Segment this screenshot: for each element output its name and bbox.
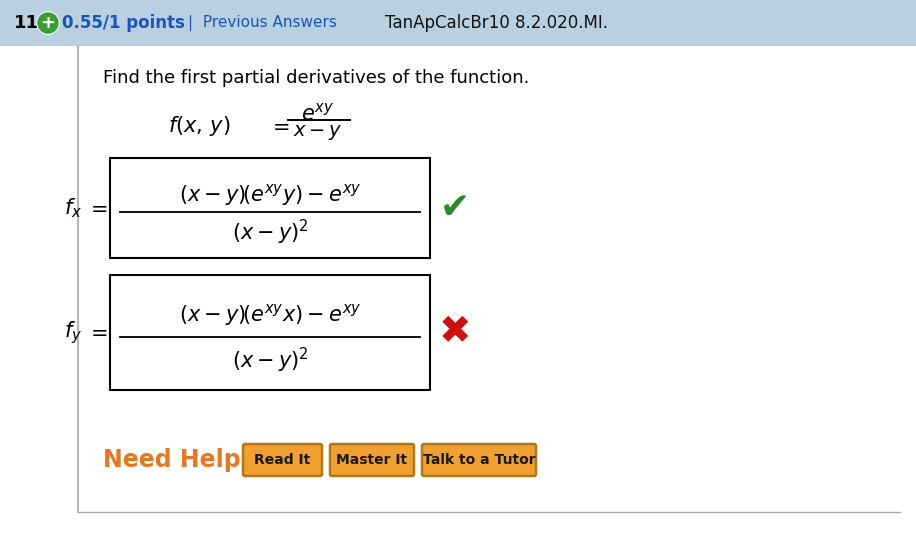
Text: Master It: Master It <box>336 453 408 467</box>
FancyBboxPatch shape <box>422 444 536 476</box>
Text: $f_x$: $f_x$ <box>64 196 82 220</box>
Text: Find the first partial derivatives of the function.: Find the first partial derivatives of th… <box>103 69 529 87</box>
Text: $=$: $=$ <box>268 116 289 136</box>
Text: $x - y$: $x - y$ <box>293 124 343 142</box>
Text: $(x-y)\!\left(e^{xy}y\right)-e^{xy}$: $(x-y)\!\left(e^{xy}y\right)-e^{xy}$ <box>179 182 361 208</box>
Text: 0.55/1 points: 0.55/1 points <box>62 14 185 32</box>
Bar <box>0 0 916 46</box>
Text: ✔: ✔ <box>440 191 470 225</box>
Text: |  Previous Answers: | Previous Answers <box>188 15 337 31</box>
Text: $e^{xy}$: $e^{xy}$ <box>301 102 334 124</box>
Text: 11.: 11. <box>14 14 46 32</box>
Text: $(x-y)^2$: $(x-y)^2$ <box>232 217 309 246</box>
Text: $f(x,\,y)$: $f(x,\,y)$ <box>168 114 231 138</box>
Circle shape <box>38 13 58 33</box>
Text: Need Help?: Need Help? <box>103 448 255 472</box>
FancyBboxPatch shape <box>330 444 414 476</box>
Text: $=$: $=$ <box>86 198 107 218</box>
Text: Talk to a Tutor: Talk to a Tutor <box>422 453 535 467</box>
Text: $(x-y)\!\left(e^{xy}x\right)-e^{xy}$: $(x-y)\!\left(e^{xy}x\right)-e^{xy}$ <box>179 302 361 328</box>
Bar <box>110 158 430 258</box>
Text: TanApCalcBr10 8.2.020.MI.: TanApCalcBr10 8.2.020.MI. <box>385 14 608 32</box>
Text: +: + <box>40 14 56 32</box>
Text: $=$: $=$ <box>86 323 107 343</box>
Text: $(x-y)^2$: $(x-y)^2$ <box>232 346 309 375</box>
Text: $f_y$: $f_y$ <box>64 319 82 346</box>
Text: ✖: ✖ <box>439 314 472 352</box>
Circle shape <box>37 12 59 34</box>
FancyBboxPatch shape <box>243 444 322 476</box>
Text: Read It: Read It <box>255 453 311 467</box>
Bar <box>110 275 430 390</box>
